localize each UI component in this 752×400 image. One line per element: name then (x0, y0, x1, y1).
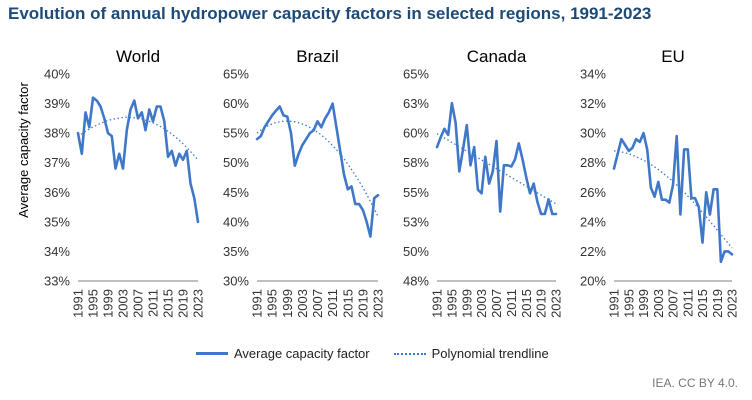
y-tick-label: 30% (223, 274, 249, 289)
panel-title: EU (661, 47, 685, 66)
x-tick-label: 1995 (621, 289, 636, 318)
x-tick-label: 2007 (310, 289, 325, 318)
y-tick-label: 34% (580, 67, 606, 82)
x-tick-label: 1999 (280, 289, 295, 318)
x-tick-label: 1991 (430, 289, 445, 318)
x-tick-label: 2011 (325, 289, 340, 317)
y-tick-label: 24% (580, 214, 606, 229)
y-tick-label: 37% (44, 155, 70, 170)
x-tick-label: 1995 (265, 289, 280, 318)
series-line-capacity-factor (612, 131, 734, 264)
y-tick-label: 65% (223, 67, 249, 82)
source-note: IEA. CC BY 4.0. (652, 376, 738, 390)
y-tick-label: 36% (44, 185, 70, 200)
series-line-capacity-factor (255, 102, 380, 238)
x-tick-label: 2023 (371, 289, 386, 318)
legend-trend-label: Polynomial trendline (431, 346, 549, 361)
y-tick-label: 50% (403, 244, 429, 259)
x-tick-label: 2023 (725, 289, 740, 318)
x-tick-label: 2019 (355, 289, 370, 318)
trendline (613, 150, 733, 249)
y-tick-label: 28% (580, 155, 606, 170)
x-tick-label: 1999 (459, 289, 474, 318)
y-tick-label: 35% (223, 244, 249, 259)
x-tick-label: 2019 (176, 289, 191, 318)
chart-title: Evolution of annual hydropower capacity … (8, 4, 652, 23)
x-tick-label: 2011 (146, 289, 161, 317)
x-tick-label: 1995 (444, 289, 459, 318)
trendline (77, 116, 199, 161)
x-tick-label: 1995 (86, 289, 101, 318)
panel-canada: Canada 48% 50% 53% 55% 58% 60% 63% 65% 1991 1995 19… (403, 47, 564, 318)
y-tick-label: 33% (44, 274, 70, 289)
y-tick-label: 45% (223, 185, 249, 200)
y-tick-label: 53% (403, 214, 429, 229)
x-tick-label: 2003 (651, 289, 666, 318)
y-tick-label: 35% (44, 214, 70, 229)
x-tick-label: 2003 (116, 289, 131, 318)
series-line-capacity-factor (76, 96, 200, 224)
y-tick-label: 48% (403, 274, 429, 289)
trendline (436, 133, 557, 205)
panel-title: World (116, 47, 160, 66)
y-tick-label: 55% (403, 185, 429, 200)
y-tick-label: 50% (223, 155, 249, 170)
y-axis-label: Average capacity factor (16, 82, 31, 218)
y-tick-label: 26% (580, 185, 606, 200)
x-tick-label: 1991 (250, 289, 265, 318)
y-tick-label: 60% (223, 96, 249, 111)
x-tick-label: 2019 (710, 289, 725, 318)
panel-title: Canada (467, 47, 527, 66)
x-tick-label: 1999 (636, 289, 651, 318)
legend-swatch-dotted (393, 352, 426, 355)
y-tick-label: 38% (44, 126, 70, 141)
x-tick-label: 2003 (474, 289, 489, 318)
y-tick-label: 22% (580, 244, 606, 259)
panel-world: World 33% 34% 35% 36% 37% 38% 39% 40% 1991 1995 199… (44, 47, 206, 318)
x-tick-label: 2023 (191, 289, 206, 318)
x-tick-label: 2023 (549, 289, 564, 318)
legend-swatch-solid (196, 352, 228, 355)
trendline (256, 120, 379, 217)
y-tick-label: 34% (44, 244, 70, 259)
x-tick-label: 2011 (504, 289, 519, 317)
x-tick-label: 2015 (340, 289, 355, 318)
panel-title: Brazil (296, 47, 339, 66)
legend: Average capacity factor Polynomial trend… (196, 346, 549, 361)
panel-brazil: Brazil 30% 35% 40% 45% 50% 55% 60% 65% 1991 1995 19… (223, 47, 386, 318)
y-tick-label: 63% (403, 96, 429, 111)
y-tick-label: 20% (580, 274, 606, 289)
y-tick-label: 39% (44, 96, 70, 111)
x-tick-label: 2007 (131, 289, 146, 318)
x-tick-label: 1991 (71, 289, 86, 318)
y-tick-label: 40% (44, 67, 70, 82)
x-tick-label: 2007 (666, 289, 681, 318)
x-tick-label: 2003 (295, 289, 310, 318)
y-tick-label: 55% (223, 126, 249, 141)
x-tick-label: 2019 (534, 289, 549, 318)
y-tick-label: 58% (403, 155, 429, 170)
x-tick-label: 2015 (161, 289, 176, 318)
y-tick-label: 60% (403, 126, 429, 141)
x-tick-label: 1999 (101, 289, 116, 318)
x-tick-label: 2007 (489, 289, 504, 318)
x-tick-label: 2015 (695, 289, 710, 318)
series-line-capacity-factor (435, 101, 558, 216)
y-tick-label: 30% (580, 126, 606, 141)
x-tick-label: 1991 (607, 289, 622, 318)
legend-series-label: Average capacity factor (234, 346, 370, 361)
x-tick-label: 2011 (680, 289, 695, 317)
y-tick-label: 40% (223, 214, 249, 229)
y-tick-label: 32% (580, 96, 606, 111)
x-tick-label: 2015 (519, 289, 534, 318)
y-tick-label: 65% (403, 67, 429, 82)
